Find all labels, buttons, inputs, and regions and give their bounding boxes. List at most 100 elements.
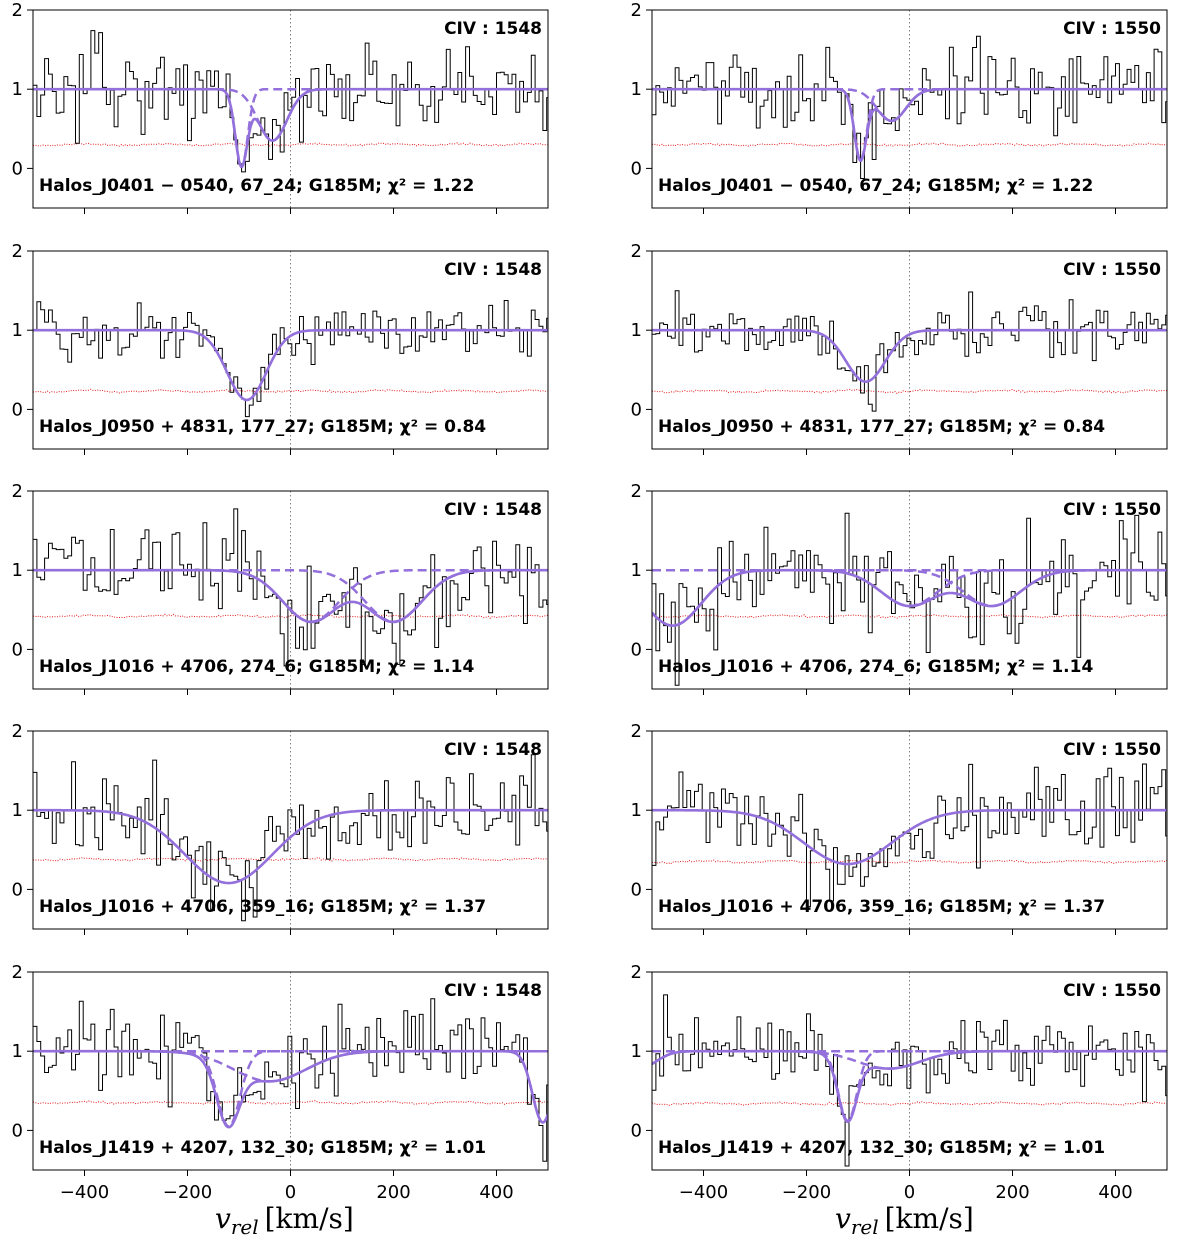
x-axis-label-right: vrel [km/s] bbox=[835, 1202, 974, 1239]
flux-spectrum bbox=[652, 290, 1167, 412]
ion-label: CIV : 1550 bbox=[1063, 19, 1161, 39]
component-fit-1 bbox=[652, 1049, 1167, 1123]
y-tick-label: 2 bbox=[631, 241, 642, 262]
x-axis-label-left: vrel [km/s] bbox=[215, 1202, 354, 1239]
model-fit bbox=[33, 87, 548, 168]
error-spectrum bbox=[652, 859, 1167, 865]
error-spectrum bbox=[33, 1100, 548, 1105]
model-fit bbox=[33, 568, 548, 624]
plot-area bbox=[652, 731, 1167, 929]
error-spectrum bbox=[652, 388, 1167, 395]
y-tick-label: 1 bbox=[12, 800, 23, 821]
y-tick-label: 1 bbox=[631, 1041, 642, 1062]
y-tick-label: 0 bbox=[12, 879, 23, 900]
y-tick-label: 1 bbox=[631, 560, 642, 581]
y-tick-label: 2 bbox=[631, 962, 642, 983]
panel-5: 0 1 2 CIV : 1548 Halos_J1016 + 4706, 274_6; … bbox=[12, 481, 549, 695]
plot-area bbox=[652, 491, 1167, 689]
x-tick-label: −400 bbox=[679, 1182, 728, 1203]
y-tick-label: 0 bbox=[631, 639, 642, 660]
y-tick-label: 1 bbox=[631, 320, 642, 341]
sightline-label: Halos_J0401 − 0540, 67_24; G185M; χ² = 1… bbox=[658, 176, 1093, 196]
plot-area bbox=[652, 972, 1167, 1170]
y-tick-label: 2 bbox=[12, 962, 23, 983]
plot-area bbox=[33, 731, 548, 929]
x-tick-label: 0 bbox=[904, 1182, 915, 1203]
y-tick-label: 2 bbox=[631, 481, 642, 502]
panel-6: 0 1 2 CIV : 1550 Halos_J1016 + 4706, 274_6; … bbox=[631, 481, 1168, 695]
sightline-label: Halos_J1016 + 4706, 274_6; G185M; χ² = 1… bbox=[39, 657, 474, 677]
y-tick-label: 1 bbox=[631, 79, 642, 100]
plot-area bbox=[33, 251, 548, 449]
panels-group: 0 1 2 CIV : 1548 Halos_J0401 − 0540, 67_24; … bbox=[12, 0, 1168, 1203]
component-fit-3 bbox=[652, 568, 1167, 608]
component-fit-3 bbox=[33, 1049, 548, 1124]
y-tick-label: 0 bbox=[631, 879, 642, 900]
model-fit bbox=[652, 808, 1167, 866]
ion-label: CIV : 1548 bbox=[444, 19, 542, 39]
y-tick-label: 0 bbox=[12, 639, 23, 660]
x-tick-label: 200 bbox=[995, 1182, 1029, 1203]
panel-4: 0 1 2 CIV : 1550 Halos_J0950 + 4831, 177_27;… bbox=[631, 241, 1168, 455]
ion-label: CIV : 1550 bbox=[1063, 981, 1161, 1001]
y-tick-label: 2 bbox=[631, 721, 642, 742]
flux-spectrum bbox=[33, 300, 548, 418]
x-tick-label: −200 bbox=[163, 1182, 212, 1203]
y-tick-label: 0 bbox=[631, 158, 642, 179]
ion-label: CIV : 1548 bbox=[444, 981, 542, 1001]
panel-10: 0 1 2 −400 −200 0 200 400 CIV : 1550 Halos_J1419 … bbox=[631, 962, 1168, 1203]
model-fit bbox=[33, 1049, 548, 1129]
panel-9: 0 1 2 −400 −200 0 200 400 CIV : 1548 Halos_J1419 … bbox=[12, 962, 549, 1203]
flux-spectrum bbox=[652, 35, 1167, 179]
model-fit bbox=[652, 328, 1167, 383]
ion-label: CIV : 1548 bbox=[444, 500, 542, 520]
panel-3: 0 1 2 CIV : 1548 Halos_J0950 + 4831, 177_27;… bbox=[12, 241, 549, 455]
flux-spectrum bbox=[33, 754, 548, 922]
y-tick-label: 2 bbox=[12, 481, 23, 502]
sightline-label: Halos_J1419 + 4207, 132_30; G185M; χ² = … bbox=[39, 1138, 486, 1158]
x-tick-label: −200 bbox=[782, 1182, 831, 1203]
plot-area bbox=[652, 251, 1167, 449]
y-tick-label: 1 bbox=[12, 320, 23, 341]
panel-2: 0 1 2 CIV : 1550 Halos_J0401 − 0540, 67_24; … bbox=[631, 0, 1168, 214]
flux-spectrum bbox=[652, 763, 1167, 908]
x-tick-label: 400 bbox=[479, 1182, 513, 1203]
sightline-label: Halos_J0401 − 0540, 67_24; G185M; χ² = 1… bbox=[39, 176, 474, 196]
panel-8: 0 1 2 CIV : 1550 Halos_J1016 + 4706, 359_16;… bbox=[631, 721, 1168, 935]
sightline-label: Halos_J1016 + 4706, 359_16; G185M; χ² = … bbox=[39, 897, 486, 917]
y-tick-label: 0 bbox=[631, 1120, 642, 1141]
flux-spectrum bbox=[33, 998, 548, 1162]
plot-area bbox=[652, 10, 1167, 208]
flux-spectrum bbox=[33, 30, 548, 173]
y-tick-label: 0 bbox=[12, 1120, 23, 1141]
ion-label: CIV : 1548 bbox=[444, 740, 542, 760]
model-fit bbox=[652, 1049, 1167, 1124]
x-tick-label: 200 bbox=[376, 1182, 410, 1203]
sightline-label: Halos_J0950 + 4831, 177_27; G185M; χ² = … bbox=[39, 417, 486, 437]
ion-label: CIV : 1550 bbox=[1063, 500, 1161, 520]
sightline-label: Halos_J1016 + 4706, 359_16; G185M; χ² = … bbox=[658, 897, 1105, 917]
model-fit bbox=[33, 808, 548, 885]
error-spectrum bbox=[652, 142, 1167, 147]
svg-text:vrel[km/s]: vrel [km/s] bbox=[835, 1202, 974, 1239]
x-tick-label: 0 bbox=[285, 1182, 296, 1203]
svg-text:vrel[km/s]: vrel [km/s] bbox=[215, 1202, 354, 1239]
panel-1: 0 1 2 CIV : 1548 Halos_J0401 − 0540, 67_24; … bbox=[12, 0, 549, 214]
ion-label: CIV : 1550 bbox=[1063, 260, 1161, 280]
sightline-label: Halos_J1419 + 4207, 132_30; G185M; χ² = … bbox=[658, 1138, 1105, 1158]
flux-spectrum bbox=[33, 508, 548, 667]
x-tick-label: −400 bbox=[60, 1182, 109, 1203]
y-tick-label: 2 bbox=[12, 0, 23, 21]
x-tick-label: 400 bbox=[1098, 1182, 1132, 1203]
y-tick-label: 2 bbox=[12, 241, 23, 262]
plot-area bbox=[33, 972, 548, 1170]
panel-7: 0 1 2 CIV : 1548 Halos_J1016 + 4706, 359_16;… bbox=[12, 721, 549, 935]
model-fit bbox=[652, 568, 1167, 627]
y-tick-label: 0 bbox=[12, 399, 23, 420]
y-tick-label: 1 bbox=[12, 1041, 23, 1062]
sightline-label: Halos_J0950 + 4831, 177_27; G185M; χ² = … bbox=[658, 417, 1105, 437]
y-tick-label: 0 bbox=[12, 158, 23, 179]
flux-spectrum bbox=[652, 994, 1167, 1167]
y-tick-label: 2 bbox=[631, 0, 642, 21]
